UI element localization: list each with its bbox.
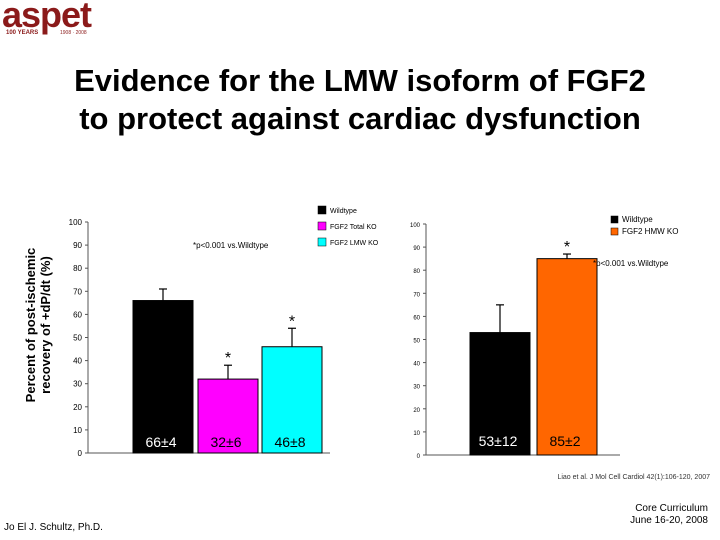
y-tick-label: 80 (413, 269, 420, 275)
bar-1 (132, 300, 194, 454)
legend-swatch (317, 221, 327, 231)
bar-2 (197, 378, 259, 454)
bar-value-label: 46±8 (274, 434, 305, 450)
course-info: Core Curriculum June 16-20, 2008 (560, 503, 708, 527)
significance-star: * (225, 350, 231, 367)
legend-swatch (317, 237, 327, 247)
bar-value-label: 32±6 (210, 434, 241, 450)
y-tick-label: 90 (73, 241, 82, 250)
y-tick-label: 30 (413, 385, 420, 391)
legend-label: FGF2 HMW KO (622, 227, 678, 236)
aspet-logo: aspet 100 YEARS 1908 · 2008 (0, 0, 120, 42)
significance-note: *p<0.001 vs.Wildtype (193, 241, 269, 250)
bar-value-label: 66±4 (145, 434, 176, 450)
logo-years: 1908 · 2008 (60, 30, 87, 36)
y-tick-label: 40 (73, 357, 82, 366)
y-tick-label: 60 (413, 315, 420, 321)
y-tick-label: 50 (73, 334, 82, 343)
legend-label: Wildtype (622, 215, 653, 224)
legend-swatch (610, 215, 619, 224)
y-tick-label: 70 (413, 292, 420, 298)
y-tick-label: 10 (413, 431, 420, 437)
bar-value-label: 53±12 (479, 433, 518, 449)
slide-title: Evidence for the LMW isoform of FGF2 to … (0, 62, 720, 138)
significance-star: * (289, 313, 295, 330)
bar-3 (261, 346, 323, 454)
title-line-2: to protect against cardiac dysfunction (79, 101, 641, 136)
title-line-1: Evidence for the LMW isoform of FGF2 (74, 63, 646, 98)
significance-star: * (564, 239, 570, 256)
legend-swatch (317, 205, 327, 215)
y-tick-label: 80 (73, 264, 82, 273)
legend-label: FGF2 LMW KO (330, 240, 379, 247)
legend-label: FGF2 Total KO (330, 224, 377, 231)
y-tick-label: 90 (413, 246, 420, 252)
y-tick-label: 70 (73, 287, 82, 296)
y-tick-label: 40 (413, 362, 420, 368)
y-tick-label: 20 (73, 403, 82, 412)
y-tick-label: 50 (413, 339, 420, 345)
y-tick-label: 30 (73, 380, 82, 389)
author: Jo El J. Schultz, Ph.D. (4, 522, 103, 533)
y-tick-label: 60 (73, 310, 82, 319)
bar-1 (469, 332, 531, 456)
legend-swatch (610, 227, 619, 236)
logo-text: aspet (2, 0, 92, 35)
citation: Liao et al. J Mol Cell Cardiol 42(1):106… (557, 474, 710, 481)
y-tick-label: 0 (78, 449, 83, 458)
course-dates: June 16-20, 2008 (630, 515, 708, 526)
y-tick-label: 0 (417, 454, 421, 460)
legend-label: Wildtype (330, 208, 357, 215)
bar-value-label: 85±2 (549, 433, 580, 449)
y-tick-label: 20 (413, 408, 420, 414)
y-tick-label: 100 (69, 218, 83, 227)
significance-note: *p<0.001 vs.Wildtype (593, 259, 669, 268)
y-tick-label: 10 (73, 426, 82, 435)
course-name: Core Curriculum (635, 503, 708, 514)
bar-2 (536, 258, 598, 456)
y-tick-label: 100 (410, 223, 421, 229)
logo-subtitle: 100 YEARS (6, 30, 39, 36)
